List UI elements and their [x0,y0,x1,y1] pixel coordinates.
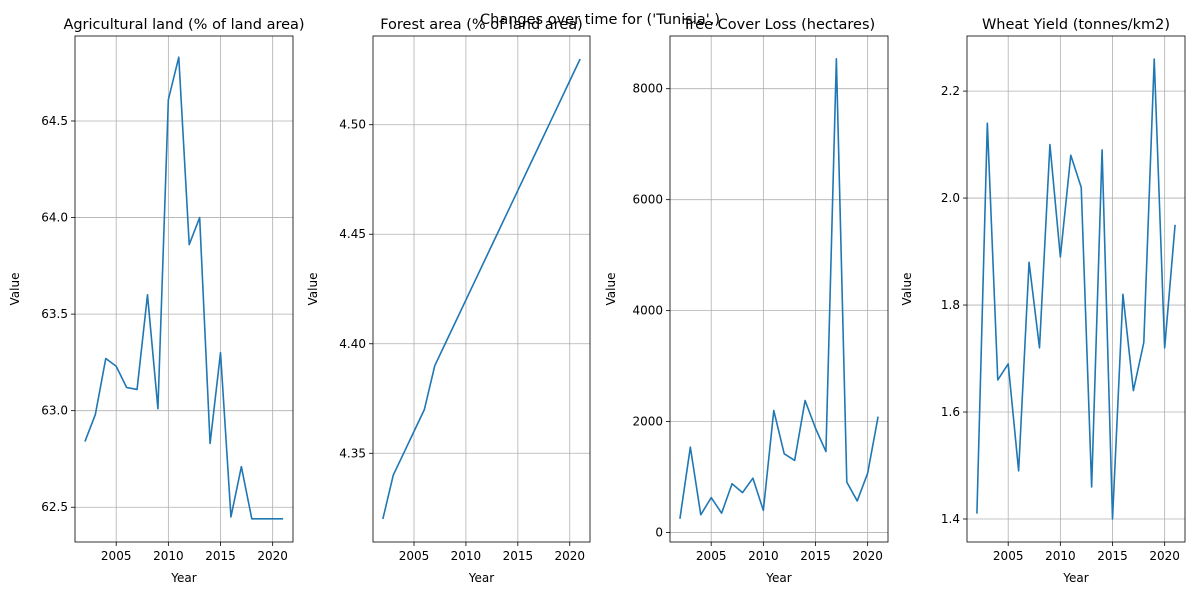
x-tick-label: 2005 [399,549,430,563]
x-tick-label: 2010 [1045,549,1076,563]
panel-title: Agricultural land (% of land area) [63,17,304,33]
y-tick-label: 4.50 [339,118,366,132]
y-axis-label: Value [8,273,22,306]
y-tick-label: 63.5 [41,307,68,321]
x-tick-label: 2015 [800,549,831,563]
x-tick-label: 2010 [153,549,184,563]
x-axis-label: Year [1062,571,1088,585]
x-axis-label: Year [468,571,494,585]
x-tick-label: 2005 [101,549,132,563]
x-tick-label: 2005 [993,549,1024,563]
y-axis-label: Value [604,273,618,306]
x-tick-label: 2010 [748,549,779,563]
y-tick-label: 4.45 [339,227,366,241]
y-tick-label: 4.40 [339,337,366,351]
series-line [84,56,284,520]
chart-panel-4: 2005 2010 2015 2020 1.4 1.6 1.8 2.0 2.2 Wheat Yie… [900,17,1186,585]
x-tick-label: 2015 [503,549,534,563]
series-line [382,58,581,520]
y-tick-label: 64.0 [41,211,68,225]
x-tick-label: 2020 [1149,549,1180,563]
y-tick-label: 1.6 [941,405,960,419]
axes-frame [669,35,889,543]
series-line [976,58,1176,520]
y-tick-label: 2.0 [941,191,960,205]
y-tick-label: 4.35 [339,446,366,460]
figure-suptitle: Changes over time for ('Tunisia',) [480,12,720,28]
y-tick-label: 6000 [632,193,663,207]
y-tick-label: 64.5 [41,114,68,128]
y-axis-label: Value [306,273,320,306]
panel-title: Tree Cover Loss (hectares) [682,17,875,33]
x-axis-label: Year [170,571,196,585]
series-line [679,57,879,519]
x-tick-label: 2020 [852,549,883,563]
x-tick-label: 2015 [1097,549,1128,563]
panel-title: Forest area (% of land area) [380,17,583,33]
y-tick-label: 2.2 [941,84,960,98]
chart-panel-3: 2005 2010 2015 2020 0 2000 4000 6000 8000 Tree Co… [604,17,889,585]
x-tick-label: 2015 [205,549,236,563]
y-tick-label: 1.8 [941,298,960,312]
x-tick-label: 2005 [696,549,727,563]
x-tick-label: 2020 [554,549,585,563]
axes-frame [74,35,294,543]
y-tick-label: 62.5 [41,500,68,514]
axes-frame [372,35,591,543]
y-tick-label: 2000 [632,415,663,429]
x-tick-label: 2010 [451,549,482,563]
chart-panel-2: 2005 2010 2015 2020 4.35 4.40 4.45 4.50 Forest a… [306,17,591,585]
y-tick-label: 1.4 [941,512,960,526]
y-axis-label: Value [900,273,914,306]
panel-title: Wheat Yield (tonnes/km2) [982,17,1170,33]
y-tick-label: 8000 [632,82,663,96]
y-tick-label: 63.0 [41,404,68,418]
axes-frame [966,35,1186,543]
panels: 2005 2010 2015 2020 62.5 63.0 63.5 64.0 64.5 Agri… [8,17,1186,585]
chart-panel-1: 2005 2010 2015 2020 62.5 63.0 63.5 64.0 64.5 Agri… [8,17,305,585]
y-tick-label: 4000 [632,304,663,318]
x-axis-label: Year [765,571,791,585]
x-tick-label: 2020 [257,549,288,563]
y-tick-label: 0 [655,526,663,540]
